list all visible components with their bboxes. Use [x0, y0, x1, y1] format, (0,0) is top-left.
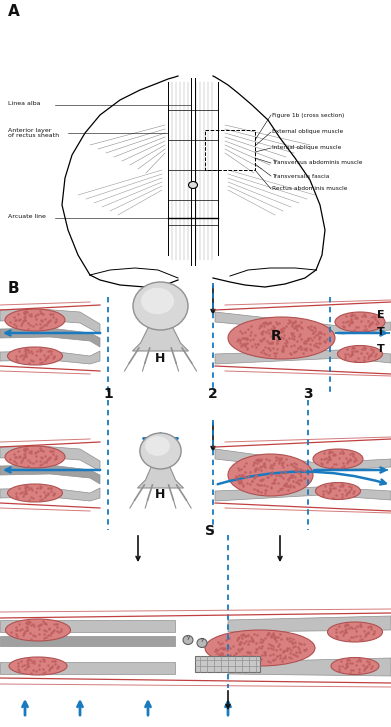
Text: R: R: [271, 329, 282, 343]
Text: H: H: [155, 489, 166, 502]
Ellipse shape: [228, 454, 313, 496]
Ellipse shape: [5, 309, 65, 331]
Polygon shape: [228, 616, 391, 632]
Text: Rectus abdominis muscle: Rectus abdominis muscle: [272, 187, 348, 191]
Ellipse shape: [205, 630, 315, 666]
Polygon shape: [228, 658, 391, 676]
Ellipse shape: [335, 312, 385, 332]
Ellipse shape: [188, 182, 197, 188]
Text: S: S: [205, 524, 215, 538]
Ellipse shape: [141, 288, 174, 314]
Ellipse shape: [316, 483, 361, 499]
Bar: [205, 130, 255, 170]
Ellipse shape: [140, 433, 181, 469]
Ellipse shape: [9, 657, 67, 675]
Text: Linea alba: Linea alba: [8, 101, 41, 106]
Text: Internal oblique muscle: Internal oblique muscle: [272, 145, 341, 150]
Polygon shape: [0, 636, 175, 646]
Ellipse shape: [197, 638, 207, 648]
Ellipse shape: [5, 446, 65, 468]
Ellipse shape: [133, 282, 188, 330]
Polygon shape: [0, 662, 175, 674]
Polygon shape: [0, 351, 100, 364]
Text: Figure 1b (cross section): Figure 1b (cross section): [272, 113, 344, 118]
Ellipse shape: [328, 622, 382, 642]
Text: Transversus abdominis muscle: Transversus abdominis muscle: [272, 161, 362, 166]
Text: T: T: [377, 327, 385, 337]
Ellipse shape: [313, 449, 363, 469]
Ellipse shape: [337, 345, 382, 363]
Text: 1: 1: [103, 387, 113, 401]
Text: Transversalis fascia: Transversalis fascia: [272, 174, 329, 179]
Text: A: A: [8, 4, 20, 19]
Ellipse shape: [5, 619, 70, 641]
Text: y: y: [187, 635, 190, 640]
FancyBboxPatch shape: [195, 656, 260, 672]
Text: E: E: [377, 310, 385, 320]
Polygon shape: [215, 312, 391, 334]
Text: External oblique muscle: External oblique muscle: [272, 129, 343, 134]
Polygon shape: [215, 487, 391, 501]
Polygon shape: [0, 446, 100, 471]
Text: 3: 3: [303, 387, 313, 401]
Polygon shape: [133, 327, 188, 351]
Polygon shape: [0, 328, 100, 347]
Polygon shape: [215, 449, 391, 471]
Ellipse shape: [145, 436, 170, 456]
Text: Anterior layer
of rectus sheath: Anterior layer of rectus sheath: [8, 128, 59, 138]
Text: T: T: [377, 344, 385, 354]
Ellipse shape: [228, 317, 335, 359]
Text: 2: 2: [208, 387, 218, 401]
Text: H: H: [155, 351, 166, 364]
Text: B: B: [8, 281, 20, 296]
Polygon shape: [0, 488, 100, 501]
Ellipse shape: [183, 635, 193, 645]
Ellipse shape: [7, 484, 63, 502]
Polygon shape: [0, 309, 100, 334]
Ellipse shape: [7, 347, 63, 365]
Polygon shape: [0, 465, 100, 484]
Text: Arcuate line: Arcuate line: [8, 214, 46, 219]
Polygon shape: [0, 620, 175, 632]
Polygon shape: [215, 350, 391, 364]
Ellipse shape: [331, 657, 379, 675]
Text: y: y: [200, 638, 204, 643]
Polygon shape: [138, 466, 183, 488]
